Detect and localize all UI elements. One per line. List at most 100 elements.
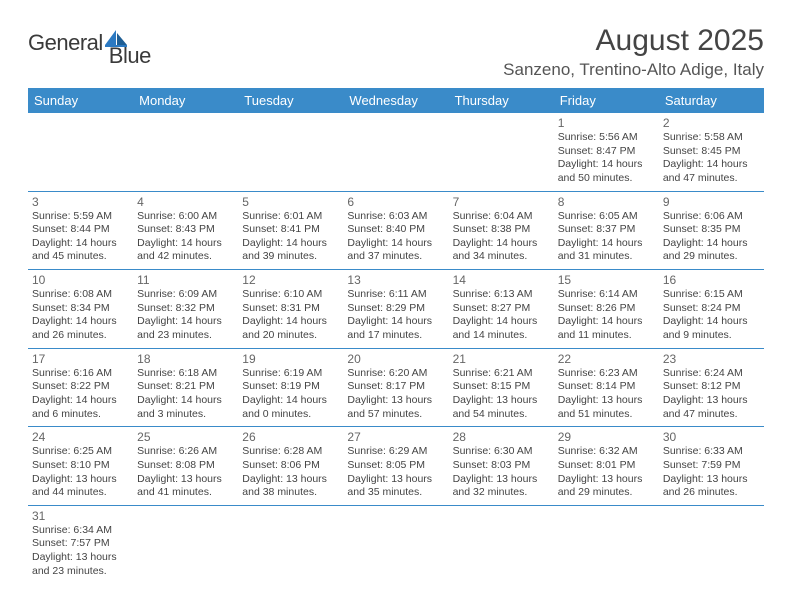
detail-line: and 38 minutes. — [242, 486, 339, 500]
detail-line: and 37 minutes. — [347, 250, 444, 264]
detail-line: Sunset: 8:17 PM — [347, 380, 444, 394]
detail-line: Sunset: 8:44 PM — [32, 223, 129, 237]
detail-line: Sunrise: 5:58 AM — [663, 131, 760, 145]
detail-line: Sunrise: 6:05 AM — [558, 210, 655, 224]
detail-line: Sunset: 8:35 PM — [663, 223, 760, 237]
detail-line: Sunset: 8:14 PM — [558, 380, 655, 394]
day-number: 9 — [663, 195, 760, 209]
detail-line: Daylight: 13 hours — [663, 394, 760, 408]
detail-line: Sunset: 8:34 PM — [32, 302, 129, 316]
calendar-cell — [659, 505, 764, 583]
day-details: Sunrise: 6:20 AMSunset: 8:17 PMDaylight:… — [347, 367, 444, 422]
detail-line: Daylight: 14 hours — [558, 237, 655, 251]
day-details: Sunrise: 6:19 AMSunset: 8:19 PMDaylight:… — [242, 367, 339, 422]
detail-line: and 23 minutes. — [32, 565, 129, 579]
detail-line: Daylight: 14 hours — [347, 237, 444, 251]
day-number: 10 — [32, 273, 129, 287]
detail-line: Sunrise: 6:24 AM — [663, 367, 760, 381]
calendar-cell — [238, 505, 343, 583]
calendar-row: 3Sunrise: 5:59 AMSunset: 8:44 PMDaylight… — [28, 191, 764, 270]
weekday-header-row: Sunday Monday Tuesday Wednesday Thursday… — [28, 88, 764, 113]
day-number: 21 — [453, 352, 550, 366]
detail-line: Daylight: 13 hours — [663, 473, 760, 487]
detail-line: Sunset: 8:38 PM — [453, 223, 550, 237]
detail-line: Sunrise: 6:23 AM — [558, 367, 655, 381]
detail-line: Sunset: 8:15 PM — [453, 380, 550, 394]
day-number: 26 — [242, 430, 339, 444]
weekday-header: Sunday — [28, 88, 133, 113]
detail-line: Sunrise: 6:33 AM — [663, 445, 760, 459]
detail-line: Daylight: 14 hours — [242, 237, 339, 251]
detail-line: Sunrise: 6:34 AM — [32, 524, 129, 538]
day-details: Sunrise: 6:10 AMSunset: 8:31 PMDaylight:… — [242, 288, 339, 343]
detail-line: Sunset: 8:19 PM — [242, 380, 339, 394]
weekday-header: Thursday — [449, 88, 554, 113]
calendar-cell: 7Sunrise: 6:04 AMSunset: 8:38 PMDaylight… — [449, 191, 554, 270]
day-number: 25 — [137, 430, 234, 444]
detail-line: Sunrise: 6:16 AM — [32, 367, 129, 381]
detail-line: and 29 minutes. — [663, 250, 760, 264]
detail-line: Sunset: 8:10 PM — [32, 459, 129, 473]
detail-line: Daylight: 14 hours — [32, 394, 129, 408]
detail-line: and 34 minutes. — [453, 250, 550, 264]
detail-line: Sunrise: 6:00 AM — [137, 210, 234, 224]
detail-line: Sunrise: 6:10 AM — [242, 288, 339, 302]
detail-line: and 57 minutes. — [347, 408, 444, 422]
logo-text-general: General — [28, 30, 103, 56]
header: General Blue August 2025 Sanzeno, Trenti… — [28, 24, 764, 80]
detail-line: and 47 minutes. — [663, 408, 760, 422]
calendar-cell: 1Sunrise: 5:56 AMSunset: 8:47 PMDaylight… — [554, 113, 659, 191]
calendar-cell: 31Sunrise: 6:34 AMSunset: 7:57 PMDayligh… — [28, 505, 133, 583]
day-number: 31 — [32, 509, 129, 523]
day-details: Sunrise: 6:26 AMSunset: 8:08 PMDaylight:… — [137, 445, 234, 500]
detail-line: Daylight: 14 hours — [137, 394, 234, 408]
day-number: 7 — [453, 195, 550, 209]
detail-line: Sunset: 8:22 PM — [32, 380, 129, 394]
day-details: Sunrise: 6:28 AMSunset: 8:06 PMDaylight:… — [242, 445, 339, 500]
detail-line: and 26 minutes. — [32, 329, 129, 343]
detail-line: and 23 minutes. — [137, 329, 234, 343]
calendar-cell — [449, 113, 554, 191]
calendar-cell: 4Sunrise: 6:00 AMSunset: 8:43 PMDaylight… — [133, 191, 238, 270]
detail-line: Sunrise: 6:30 AM — [453, 445, 550, 459]
page-title: August 2025 — [503, 24, 764, 58]
day-number: 19 — [242, 352, 339, 366]
weekday-header: Monday — [133, 88, 238, 113]
day-number: 17 — [32, 352, 129, 366]
detail-line: Daylight: 14 hours — [242, 315, 339, 329]
calendar-cell: 3Sunrise: 5:59 AMSunset: 8:44 PMDaylight… — [28, 191, 133, 270]
day-details: Sunrise: 6:09 AMSunset: 8:32 PMDaylight:… — [137, 288, 234, 343]
day-details: Sunrise: 6:18 AMSunset: 8:21 PMDaylight:… — [137, 367, 234, 422]
title-block: August 2025 Sanzeno, Trentino-Alto Adige… — [503, 24, 764, 80]
day-details: Sunrise: 6:24 AMSunset: 8:12 PMDaylight:… — [663, 367, 760, 422]
detail-line: Daylight: 14 hours — [32, 237, 129, 251]
detail-line: and 3 minutes. — [137, 408, 234, 422]
day-number: 13 — [347, 273, 444, 287]
detail-line: and 20 minutes. — [242, 329, 339, 343]
calendar-cell: 2Sunrise: 5:58 AMSunset: 8:45 PMDaylight… — [659, 113, 764, 191]
calendar-cell — [343, 505, 448, 583]
detail-line: Daylight: 14 hours — [347, 315, 444, 329]
calendar-cell: 24Sunrise: 6:25 AMSunset: 8:10 PMDayligh… — [28, 427, 133, 506]
detail-line: and 35 minutes. — [347, 486, 444, 500]
day-details: Sunrise: 5:56 AMSunset: 8:47 PMDaylight:… — [558, 131, 655, 186]
day-number: 24 — [32, 430, 129, 444]
detail-line: Sunset: 8:24 PM — [663, 302, 760, 316]
detail-line: Sunset: 8:01 PM — [558, 459, 655, 473]
detail-line: Sunset: 8:45 PM — [663, 145, 760, 159]
calendar-cell: 9Sunrise: 6:06 AMSunset: 8:35 PMDaylight… — [659, 191, 764, 270]
detail-line: Sunset: 7:57 PM — [32, 537, 129, 551]
day-details: Sunrise: 6:30 AMSunset: 8:03 PMDaylight:… — [453, 445, 550, 500]
logo-text-blue: Blue — [109, 43, 151, 69]
day-details: Sunrise: 6:23 AMSunset: 8:14 PMDaylight:… — [558, 367, 655, 422]
calendar-cell: 23Sunrise: 6:24 AMSunset: 8:12 PMDayligh… — [659, 348, 764, 427]
detail-line: Sunrise: 6:19 AM — [242, 367, 339, 381]
calendar-cell: 28Sunrise: 6:30 AMSunset: 8:03 PMDayligh… — [449, 427, 554, 506]
detail-line: Sunset: 8:32 PM — [137, 302, 234, 316]
detail-line: and 6 minutes. — [32, 408, 129, 422]
detail-line: Daylight: 14 hours — [32, 315, 129, 329]
day-details: Sunrise: 6:15 AMSunset: 8:24 PMDaylight:… — [663, 288, 760, 343]
detail-line: Sunrise: 5:59 AM — [32, 210, 129, 224]
location-subtitle: Sanzeno, Trentino-Alto Adige, Italy — [503, 60, 764, 80]
day-details: Sunrise: 6:34 AMSunset: 7:57 PMDaylight:… — [32, 524, 129, 579]
